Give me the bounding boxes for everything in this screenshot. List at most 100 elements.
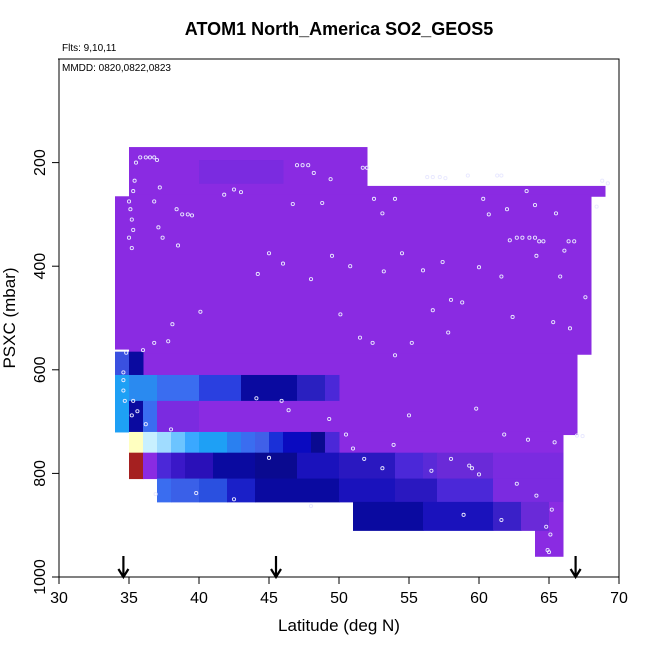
track-point-10 xyxy=(128,207,133,212)
track-point-48 xyxy=(504,207,510,212)
heatmap-cell-21 xyxy=(143,400,158,433)
track-point-123 xyxy=(429,468,434,473)
track-point-39 xyxy=(430,175,435,180)
heatmap-cell-39 xyxy=(157,452,172,480)
y-tick-label-600: 600 xyxy=(32,356,49,383)
track-point-25 xyxy=(238,190,244,195)
track-point-65 xyxy=(558,274,563,279)
heatmap-cell-40 xyxy=(171,452,186,480)
track-point-119 xyxy=(580,434,585,439)
track-point-59 xyxy=(537,239,542,244)
track-point-88 xyxy=(370,340,375,345)
heatmap-cell-22 xyxy=(157,400,200,433)
track-point-73 xyxy=(381,269,386,274)
heatmap-cell-44 xyxy=(297,452,340,480)
track-point-116 xyxy=(525,437,531,442)
track-point-67 xyxy=(266,251,272,256)
track-point-79 xyxy=(448,297,454,302)
chart-title: ATOM1 North_America SO2_GEOS5 xyxy=(185,19,493,39)
track-point-62 xyxy=(572,239,577,244)
heatmap-cell-50 xyxy=(157,478,172,503)
track-point-105 xyxy=(168,427,174,432)
track-point-98 xyxy=(121,378,126,383)
track-point-96 xyxy=(124,350,129,355)
track-point-42 xyxy=(465,173,470,178)
track-point-21 xyxy=(160,235,165,240)
track-point-55 xyxy=(514,235,519,240)
track-point-109 xyxy=(327,416,332,422)
heatmap-cell-55 xyxy=(339,478,396,503)
heatmap-cell-1 xyxy=(129,194,368,241)
track-point-75 xyxy=(420,268,426,273)
track-point-74 xyxy=(399,251,405,256)
track-point-15 xyxy=(174,207,179,212)
track-point-124 xyxy=(448,456,454,461)
track-point-84 xyxy=(430,308,435,313)
track-point-77 xyxy=(476,265,482,270)
heatmap-cell-17 xyxy=(241,374,298,402)
heatmap-cell-13 xyxy=(115,374,130,433)
track-point-82 xyxy=(551,320,556,325)
track-point-6 xyxy=(132,178,137,183)
heatmap-cell-32 xyxy=(255,431,270,454)
track-point-46 xyxy=(481,196,486,201)
y-tick-label-1000: 1000 xyxy=(32,559,49,595)
heatmap-cell-45 xyxy=(339,452,396,480)
track-point-86 xyxy=(409,340,414,345)
track-point-101 xyxy=(131,398,136,403)
track-point-140 xyxy=(499,517,504,523)
track-point-118 xyxy=(574,433,580,438)
track-point-56 xyxy=(520,235,525,240)
track-point-54 xyxy=(507,238,512,243)
track-point-24 xyxy=(231,187,237,192)
track-point-12 xyxy=(180,212,185,217)
x-tick-label-50: 50 xyxy=(330,590,348,607)
track-point-104 xyxy=(143,422,148,427)
heatmap-cell-20 xyxy=(129,400,144,433)
track-point-76 xyxy=(440,260,445,265)
track-point-121 xyxy=(362,456,367,461)
y-tick-label-400: 400 xyxy=(32,253,49,280)
track-point-100 xyxy=(122,398,127,403)
heatmap-cell-25 xyxy=(143,431,158,454)
heatmap-cell-36 xyxy=(325,431,340,454)
track-point-8 xyxy=(157,185,162,190)
track-point-27 xyxy=(300,163,305,168)
heatmap-cell-47 xyxy=(423,452,438,480)
track-point-111 xyxy=(350,446,356,451)
track-point-106 xyxy=(254,396,259,401)
track-point-32 xyxy=(328,177,333,182)
heatmap-cell-54 xyxy=(255,478,340,503)
flight-track-points xyxy=(121,155,610,555)
heatmap-cell-38 xyxy=(143,452,158,480)
track-point-33 xyxy=(360,165,365,170)
track-point-102 xyxy=(129,413,134,418)
track-point-129 xyxy=(534,493,539,498)
heatmap-cell-42 xyxy=(213,452,256,480)
track-point-108 xyxy=(286,408,291,413)
track-point-114 xyxy=(474,406,479,411)
track-point-57 xyxy=(527,235,532,240)
heatmap-cell-59 xyxy=(353,501,424,531)
track-point-126 xyxy=(469,466,475,471)
track-point-60 xyxy=(541,239,546,244)
track-point-17 xyxy=(131,227,136,232)
track-point-61 xyxy=(566,239,571,244)
track-point-28 xyxy=(306,163,311,168)
heatmap-cell-63 xyxy=(549,501,564,531)
y-axis: 200 400 600 800 1000 xyxy=(32,58,60,595)
heatmap-cell-48 xyxy=(437,452,494,480)
x-tick-label-35: 35 xyxy=(120,590,138,607)
track-point-110 xyxy=(343,432,349,437)
heatmap-cell-24 xyxy=(129,431,144,454)
heatmap-cell-58 xyxy=(493,478,564,503)
heatmap-cell-3 xyxy=(367,185,606,197)
track-point-91 xyxy=(198,309,203,314)
track-point-95 xyxy=(140,348,146,353)
heatmap-cell-2 xyxy=(115,196,130,350)
heatmap-cell-14 xyxy=(129,374,158,402)
track-point-3 xyxy=(152,155,157,160)
track-point-99 xyxy=(121,388,126,393)
track-point-83 xyxy=(567,326,573,331)
heatmap-cell-49 xyxy=(493,452,564,480)
